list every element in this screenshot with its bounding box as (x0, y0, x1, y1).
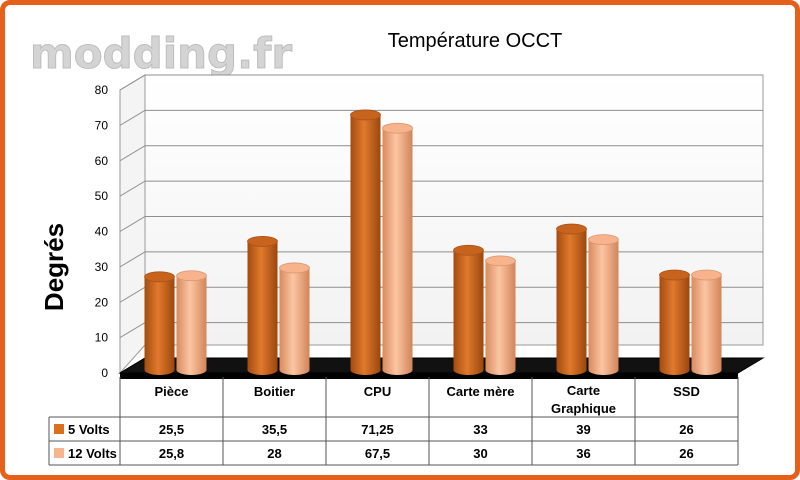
bar-top (556, 223, 587, 235)
bar-top (144, 271, 175, 283)
bar-body (588, 239, 619, 375)
bar-12v (176, 270, 207, 375)
data-label: 26 (679, 422, 693, 437)
bar-12v (588, 234, 619, 375)
x-tick-label: Boitier (254, 384, 295, 399)
bar-top (279, 262, 310, 274)
gridline (119, 74, 763, 91)
bar-12v (279, 262, 310, 375)
bar-top (691, 269, 722, 281)
bar-12v (691, 269, 722, 375)
bar-body (556, 229, 587, 375)
bar-5v (247, 236, 278, 375)
bar-top (247, 236, 278, 247)
bar-5v (144, 271, 175, 375)
data-label: 25,8 (159, 446, 184, 461)
bar-body (382, 128, 413, 375)
x-tick-label: Carte Graphique (551, 383, 616, 416)
y-tick-label: 0 (101, 366, 108, 380)
bar-5v (556, 223, 587, 375)
data-label: 39 (576, 422, 590, 437)
watermark-logo-top: modding.fr (30, 29, 292, 78)
bar-body (350, 114, 381, 375)
y-tick-label: 10 (95, 331, 109, 345)
bar-body (485, 260, 516, 375)
bar-body (176, 275, 207, 375)
bar-top (659, 269, 690, 281)
gridline (119, 145, 763, 162)
bar-body (247, 241, 278, 375)
y-axis-label: Degrés (39, 223, 69, 311)
bar-body (691, 275, 722, 375)
gridline (119, 180, 763, 197)
y-tick-label: 50 (95, 189, 109, 203)
bar-body (144, 276, 175, 375)
bar-body (659, 275, 690, 375)
y-tick-label: 80 (95, 83, 109, 97)
data-label: 25,5 (159, 422, 184, 437)
bar-top (453, 244, 484, 256)
y-tick-label: 20 (95, 295, 109, 309)
data-label: 71,25 (361, 422, 394, 437)
bar-top (350, 109, 381, 121)
data-label: 67,5 (365, 446, 390, 461)
gridline (119, 109, 763, 126)
bar-5v (659, 269, 690, 375)
bar-12v (382, 122, 413, 375)
data-label: 30 (473, 446, 487, 461)
bar-5v (350, 109, 381, 375)
legend-label: 5 Volts (68, 422, 110, 437)
y-tick-label: 40 (95, 225, 109, 239)
plot-area: 0 10 20 30 40 50 60 70 80 (95, 74, 765, 380)
bar-top (588, 234, 619, 246)
x-tick-label: Pièce (155, 384, 189, 399)
x-tick-label: CPU (364, 384, 391, 399)
bar-top (382, 122, 413, 134)
data-table: Pièce Boitier CPU Carte mère Carte Graphique S… (48, 377, 739, 466)
y-tick-label: 30 (95, 260, 109, 274)
chart-floor-front (120, 373, 738, 379)
chart: modding.fr modding.fr 01020304050607080 … (30, 29, 765, 466)
data-label: 26 (679, 446, 693, 461)
bar-5v (453, 244, 484, 375)
x-tick-label: SSD (673, 384, 700, 399)
chart-title: Température OCCT (388, 30, 563, 52)
x-tick-label: Carte mère (447, 384, 515, 399)
gridline (119, 216, 763, 232)
bar-top (176, 270, 207, 282)
y-tick-label: 60 (95, 154, 109, 168)
bar-12v (485, 255, 516, 375)
bar-body (279, 267, 310, 375)
legend-swatch (54, 424, 64, 434)
data-label: 28 (267, 446, 281, 461)
bar-top (485, 255, 516, 267)
data-label: 35,5 (262, 422, 287, 437)
legend-label: 12 Volts (68, 446, 117, 461)
bar-body (453, 250, 484, 375)
legend-swatch (54, 448, 64, 458)
data-label: 33 (473, 422, 487, 437)
y-tick-label: 70 (95, 118, 109, 132)
data-label: 36 (576, 446, 590, 461)
